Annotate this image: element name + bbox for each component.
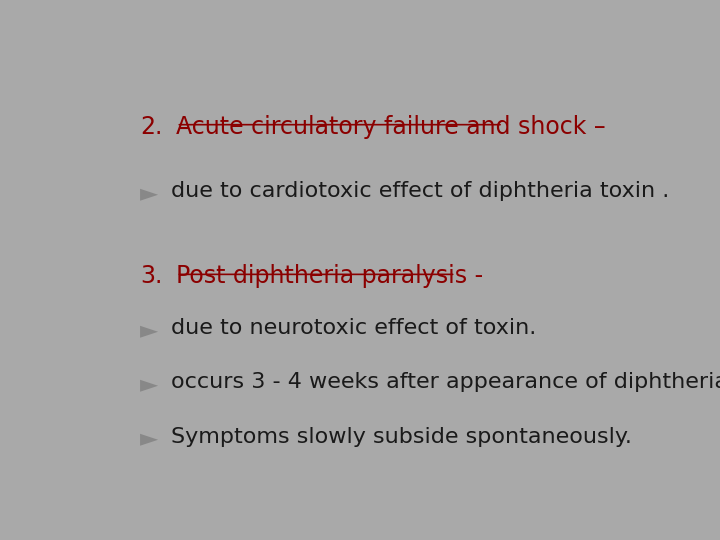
Text: due to cardiotoxic effect of diphtheria toxin .: due to cardiotoxic effect of diphtheria … — [171, 181, 669, 201]
Text: Acute circulatory failure and shock –: Acute circulatory failure and shock – — [176, 114, 606, 139]
Text: ►: ► — [140, 319, 158, 342]
Text: ►: ► — [140, 427, 158, 450]
Text: due to neurotoxic effect of toxin.: due to neurotoxic effect of toxin. — [171, 319, 536, 339]
Text: Post diphtheria paralysis -: Post diphtheria paralysis - — [176, 265, 484, 288]
Text: 3.: 3. — [140, 265, 163, 288]
Text: ►: ► — [140, 373, 158, 396]
Text: Symptoms slowly subside spontaneously.: Symptoms slowly subside spontaneously. — [171, 427, 631, 447]
Text: occurs 3 - 4 weeks after appearance of diphtheria.: occurs 3 - 4 weeks after appearance of d… — [171, 373, 720, 393]
Text: 2.: 2. — [140, 114, 163, 139]
Text: ►: ► — [140, 181, 158, 205]
